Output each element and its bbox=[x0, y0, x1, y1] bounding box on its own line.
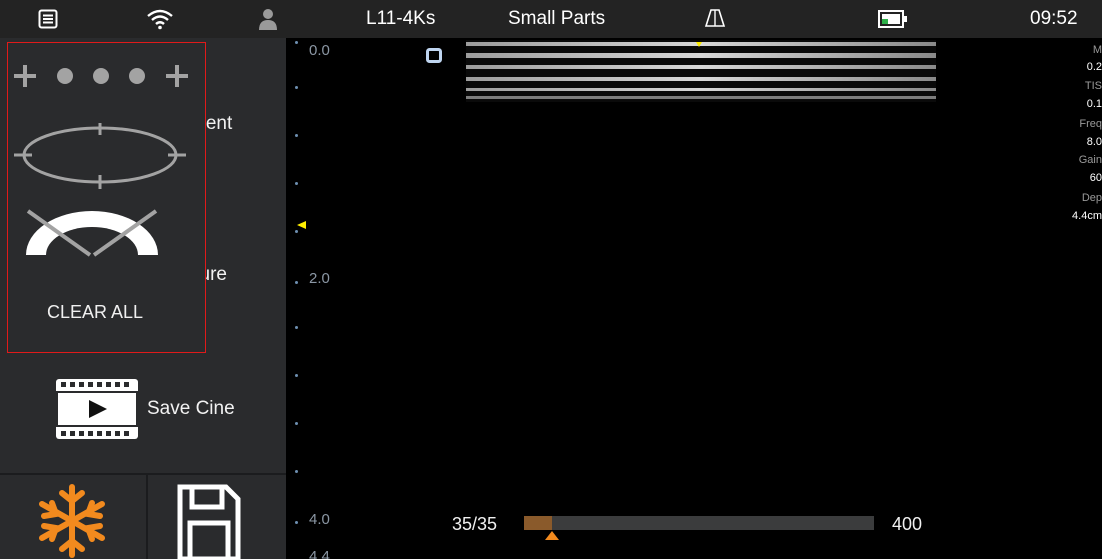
freeze-button[interactable] bbox=[0, 475, 146, 559]
save-image-button[interactable] bbox=[148, 475, 286, 559]
battery-icon bbox=[878, 0, 910, 38]
orientation-marker-icon bbox=[426, 48, 442, 68]
distance-measure-icon[interactable] bbox=[12, 61, 192, 96]
snowflake-icon bbox=[36, 483, 108, 559]
depth-tick bbox=[295, 134, 298, 137]
depth-tick bbox=[295, 86, 298, 89]
param-label-tis: TIS bbox=[1084, 80, 1102, 92]
wifi-icon bbox=[146, 0, 180, 38]
ultrasound-image bbox=[466, 40, 936, 107]
depth-label-4: 4.0 bbox=[309, 511, 330, 528]
depth-tick bbox=[295, 230, 298, 233]
depth-tick bbox=[295, 422, 298, 425]
param-label-freq: Freq bbox=[1079, 118, 1102, 130]
ellipse-measure-icon[interactable] bbox=[10, 123, 190, 198]
depth-label-0: 0.0 bbox=[309, 42, 330, 59]
param-value-m: 0.2 bbox=[1086, 61, 1102, 73]
depth-tick bbox=[295, 326, 298, 329]
param-value-gain: 60 bbox=[1089, 172, 1102, 184]
frame-counter: 35/35 bbox=[452, 514, 498, 534]
button-divider bbox=[146, 475, 148, 559]
param-value-freq: 8.0 bbox=[1086, 136, 1102, 148]
clock: 09:52 bbox=[1030, 8, 1078, 29]
probe-name: L11-4Ks bbox=[366, 8, 436, 29]
probe-icon bbox=[704, 0, 730, 38]
status-bar: L11-4Ks Small Parts 09:52 bbox=[0, 0, 1102, 38]
cine-slider-fill bbox=[524, 516, 552, 530]
depth-tick bbox=[295, 521, 298, 524]
cine-total: 400 bbox=[892, 514, 923, 534]
depth-tick bbox=[295, 374, 298, 377]
film-play-icon bbox=[55, 378, 139, 445]
save-cine-label: Save Cine bbox=[147, 398, 235, 419]
param-value-depth: 4.4cm bbox=[1072, 210, 1102, 222]
depth-label-4-4: 4.4 bbox=[309, 548, 330, 559]
depth-tick bbox=[295, 182, 298, 185]
save-cine-button[interactable]: Save Cine bbox=[55, 378, 255, 440]
param-label-gain: Gain bbox=[1078, 154, 1102, 166]
angle-measure-icon[interactable] bbox=[20, 207, 170, 262]
preset-name: Small Parts bbox=[508, 8, 606, 29]
ultrasound-image-area[interactable]: 0.0 2.0 4.0 4.4 bbox=[286, 38, 1102, 559]
floppy-disk-icon bbox=[176, 483, 242, 559]
param-value-tis: 0.1 bbox=[1086, 98, 1102, 110]
measurement-popup: CLEAR ALL bbox=[7, 42, 206, 353]
depth-tick bbox=[295, 41, 298, 44]
focus-marker[interactable] bbox=[297, 216, 306, 234]
cine-slider[interactable] bbox=[524, 516, 874, 530]
param-label-m: M bbox=[1092, 44, 1102, 56]
user-icon bbox=[258, 0, 282, 38]
list-menu-icon[interactable] bbox=[38, 0, 66, 38]
depth-tick bbox=[295, 281, 298, 284]
clear-all-button[interactable]: CLEAR ALL bbox=[47, 302, 144, 322]
cine-slider-handle[interactable] bbox=[545, 531, 559, 540]
param-label-depth: Dep bbox=[1081, 192, 1102, 204]
panel-divider bbox=[0, 473, 286, 475]
depth-label-2: 2.0 bbox=[309, 270, 330, 287]
depth-tick bbox=[295, 470, 298, 473]
